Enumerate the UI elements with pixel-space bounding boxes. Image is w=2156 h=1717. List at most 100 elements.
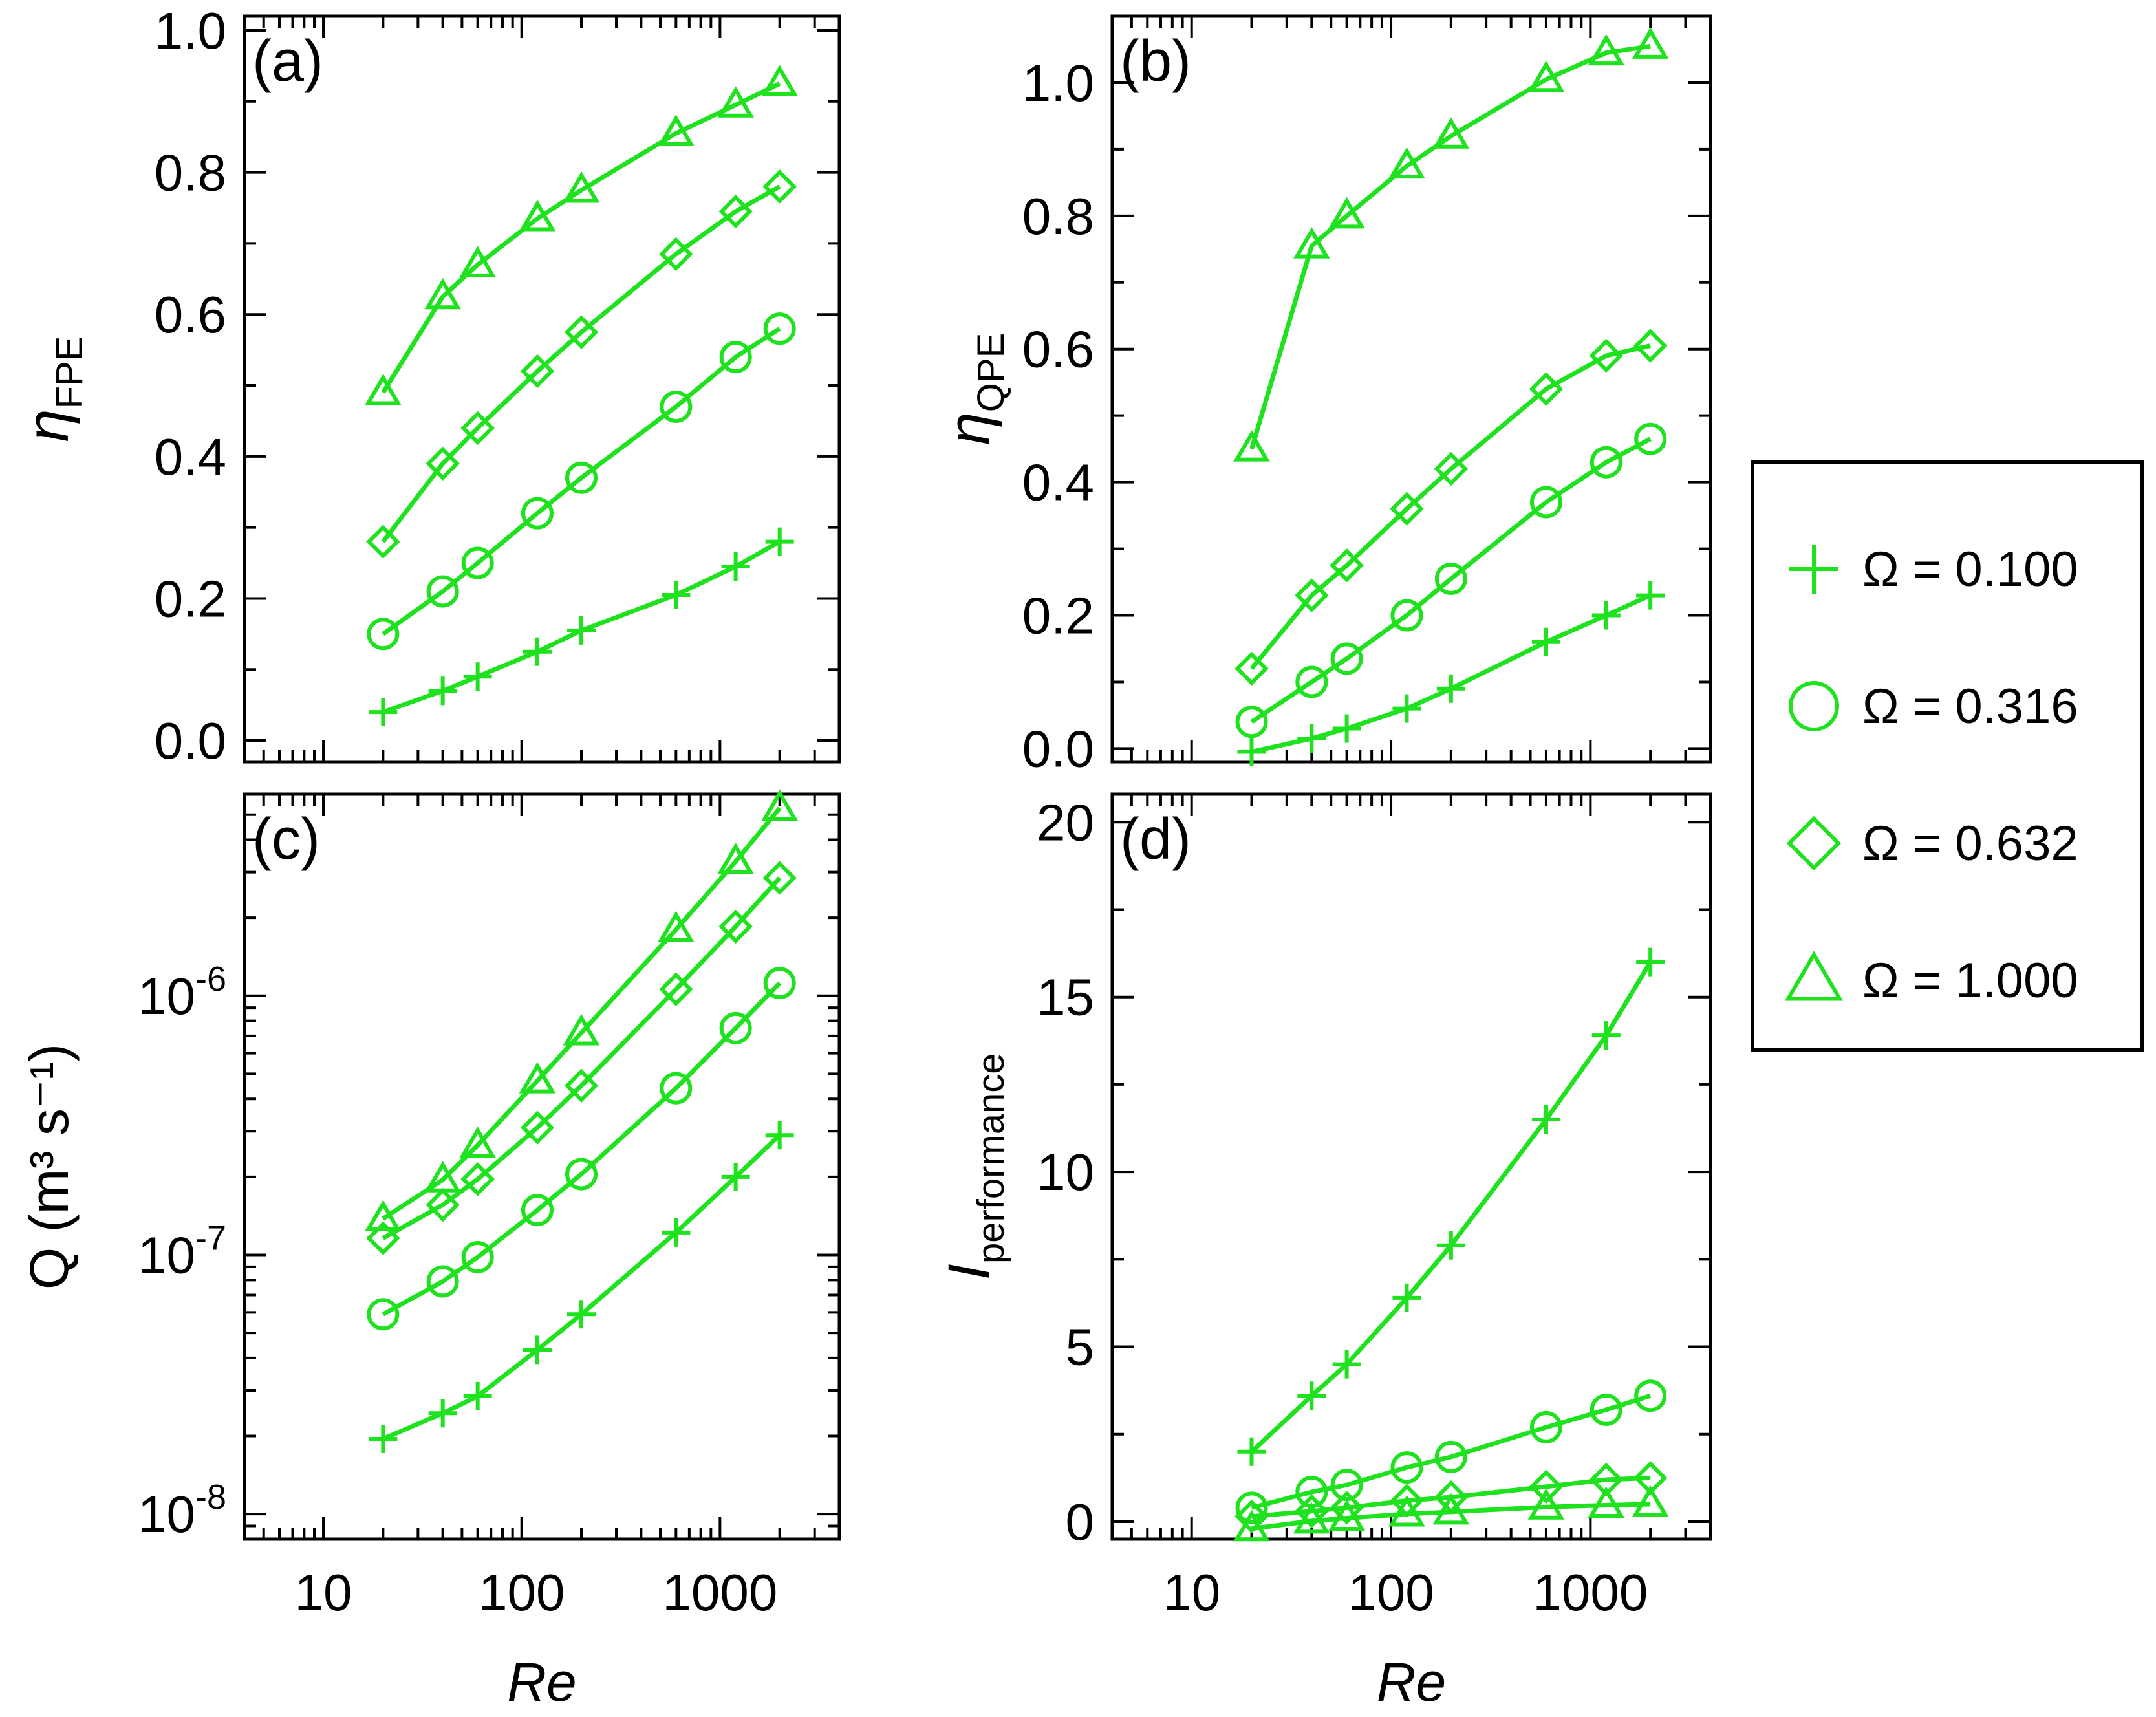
data-point — [1527, 1488, 1565, 1520]
data-point — [1235, 706, 1268, 739]
series-line — [1250, 960, 1653, 1454]
data-point — [1636, 947, 1665, 977]
data-point — [1529, 486, 1562, 519]
y-axis-title: ηQPE — [936, 333, 1012, 446]
data-point — [1434, 562, 1467, 595]
data-point — [1293, 1502, 1330, 1534]
data-point — [1328, 1499, 1365, 1531]
series-line — [381, 184, 781, 543]
y-tick-label: 0.2 — [1022, 587, 1094, 645]
data-point — [426, 575, 459, 608]
chart-panel-b: 0.0 0.2 0.4 0.6 0.8 1.0 (b) ηQPE — [936, 14, 1712, 777]
data-point — [1531, 1105, 1560, 1134]
series-line — [1251, 1475, 1651, 1519]
data-point — [459, 1126, 496, 1158]
data-point — [1328, 197, 1365, 229]
legend-label: Ω = 1.000 — [1862, 953, 2078, 1008]
data-point — [1636, 581, 1665, 610]
x-tick-label: 1000 — [662, 1564, 777, 1621]
data-point — [719, 1011, 752, 1044]
data-point — [369, 698, 398, 727]
data-point — [1590, 446, 1622, 479]
data-point — [1390, 1451, 1423, 1484]
series-line — [382, 876, 782, 1240]
data-point — [521, 1194, 554, 1227]
data-point — [719, 341, 752, 374]
data-point — [1392, 1283, 1421, 1312]
data-point — [1233, 1509, 1270, 1542]
data-point — [1332, 714, 1361, 743]
data-point — [564, 1068, 599, 1103]
data-point — [1237, 1437, 1266, 1466]
data-point — [1531, 627, 1560, 656]
data-point — [521, 497, 554, 530]
data-point — [763, 312, 796, 345]
data-point — [461, 546, 494, 579]
data-point — [519, 199, 556, 232]
data-point — [721, 552, 750, 581]
data-point — [717, 86, 754, 118]
y-tick-label: 10-7 — [138, 1218, 226, 1284]
data-point — [424, 277, 461, 310]
data-point — [1332, 1350, 1361, 1379]
data-point — [660, 390, 693, 423]
data-point — [1330, 548, 1364, 583]
legend-marker-circle — [1789, 681, 1839, 731]
data-point — [662, 1218, 691, 1247]
data-point — [567, 616, 596, 645]
y-tick-label: 0.4 — [1022, 454, 1094, 512]
series-line — [382, 1133, 782, 1442]
data-point — [1390, 491, 1424, 526]
data-point — [563, 171, 600, 203]
legend-label: Ω = 0.632 — [1862, 816, 2078, 871]
data-point — [1295, 578, 1329, 612]
data-point — [1295, 1494, 1329, 1528]
panel-label: (b) — [1120, 29, 1191, 94]
data-point — [1297, 724, 1326, 753]
series-plus — [369, 527, 794, 727]
data-point — [1434, 451, 1469, 486]
data-point — [662, 580, 691, 609]
series-triangle — [365, 789, 799, 1231]
data-point — [1527, 60, 1565, 92]
data-point — [1390, 599, 1423, 632]
data-point — [461, 1240, 494, 1273]
data-point — [366, 524, 400, 559]
series-circle — [1235, 422, 1667, 739]
series-circle — [367, 967, 796, 1331]
data-point — [367, 618, 400, 651]
data-point — [1589, 338, 1624, 373]
data-point — [565, 461, 598, 494]
panel-label: (d) — [1120, 807, 1191, 872]
data-point — [1432, 117, 1470, 149]
data-point — [365, 1200, 402, 1231]
series-line — [382, 539, 781, 715]
y-tick-label: 0.6 — [1022, 321, 1094, 378]
legend-marker-triangle — [1784, 951, 1844, 1001]
series-plus — [369, 1121, 794, 1453]
data-point — [1234, 1499, 1269, 1534]
data-point — [523, 1335, 552, 1365]
data-point — [460, 1162, 495, 1196]
data-point — [365, 373, 402, 405]
data-point — [1634, 422, 1667, 455]
data-point — [1237, 737, 1266, 766]
data-point — [564, 315, 599, 349]
data-point — [1392, 694, 1421, 723]
data-point — [1293, 227, 1330, 259]
data-point — [459, 246, 496, 277]
y-tick-label: 0.0 — [155, 712, 226, 770]
y-tick-label: 1.0 — [1022, 54, 1094, 112]
data-point — [658, 114, 695, 146]
x-tick-label: 10 — [295, 1564, 352, 1621]
data-point — [1588, 1486, 1625, 1518]
data-point — [1388, 1495, 1425, 1527]
data-point — [1235, 1491, 1268, 1524]
data-point — [718, 194, 753, 229]
series-line — [1251, 1393, 1652, 1510]
legend-marker-diamond — [1786, 815, 1842, 871]
series-line — [1250, 437, 1652, 724]
data-point — [762, 861, 797, 895]
plot-frame — [1110, 792, 1712, 1541]
